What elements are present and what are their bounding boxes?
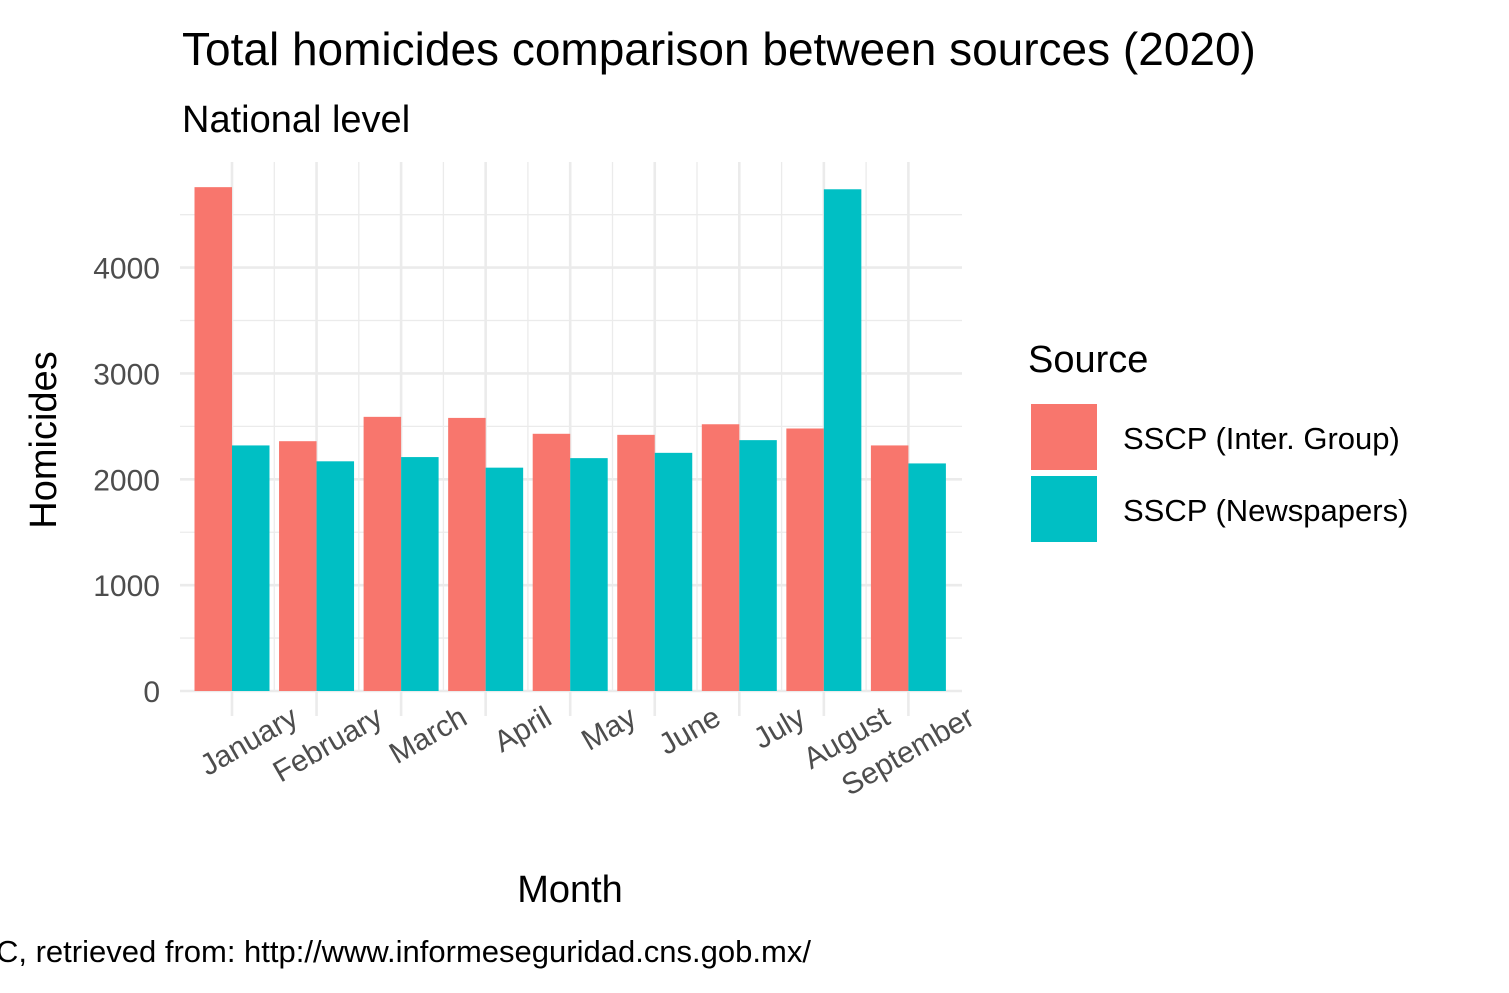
legend-label-inter-group: SSCP (Inter. Group) <box>1123 421 1400 456</box>
bar-june-inter-group <box>617 434 655 691</box>
y-axis-title: Homicides <box>23 351 65 528</box>
x-tick-label-june: June <box>653 700 726 761</box>
bar-september-newspapers <box>908 463 946 691</box>
y-axis-ticks: 0 1000 2000 3000 4000 <box>93 253 160 709</box>
bar-july-newspapers <box>739 440 777 691</box>
bar-august-inter-group <box>786 428 824 691</box>
bar-september-inter-group <box>870 445 909 691</box>
bar-march-inter-group <box>363 416 402 691</box>
y-tick-label: 0 <box>143 676 160 709</box>
y-tick-label: 4000 <box>93 253 160 286</box>
legend-key-newspapers <box>1031 476 1097 542</box>
bars <box>194 187 946 692</box>
legend-title: Source <box>1028 339 1148 381</box>
y-tick-label: 3000 <box>93 358 160 391</box>
bar-april-newspapers <box>485 467 524 691</box>
legend-label-newspapers: SSCP (Newspapers) <box>1123 493 1408 528</box>
bar-may-newspapers <box>570 458 608 691</box>
y-tick-label: 2000 <box>93 464 160 497</box>
bar-march-newspapers <box>401 457 439 691</box>
y-tick-label: 1000 <box>93 570 160 603</box>
bar-june-newspapers <box>654 452 693 691</box>
bar-july-inter-group <box>701 424 740 691</box>
x-tick-label-april: April <box>489 700 557 759</box>
bar-january-newspapers <box>232 445 270 691</box>
chart-title: Total homicides comparison between sourc… <box>182 23 1256 75</box>
bar-february-inter-group <box>279 441 317 691</box>
bar-january-inter-group <box>194 187 232 692</box>
x-axis-title: Month <box>517 869 623 911</box>
bar-august-newspapers <box>823 189 862 691</box>
caption: C, retrieved from: http://www.informeseg… <box>0 934 811 969</box>
legend: Source SSCP (Inter. Group) SSCP (Newspape… <box>1028 339 1408 542</box>
bar-february-newspapers <box>316 461 355 691</box>
chart-subtitle: National level <box>182 99 410 141</box>
legend-key-inter-group <box>1031 404 1097 470</box>
x-tick-label-may: May <box>576 700 642 757</box>
x-tick-label-march: March <box>384 700 473 770</box>
bar-may-inter-group <box>532 433 571 691</box>
bar-april-inter-group <box>448 417 486 691</box>
